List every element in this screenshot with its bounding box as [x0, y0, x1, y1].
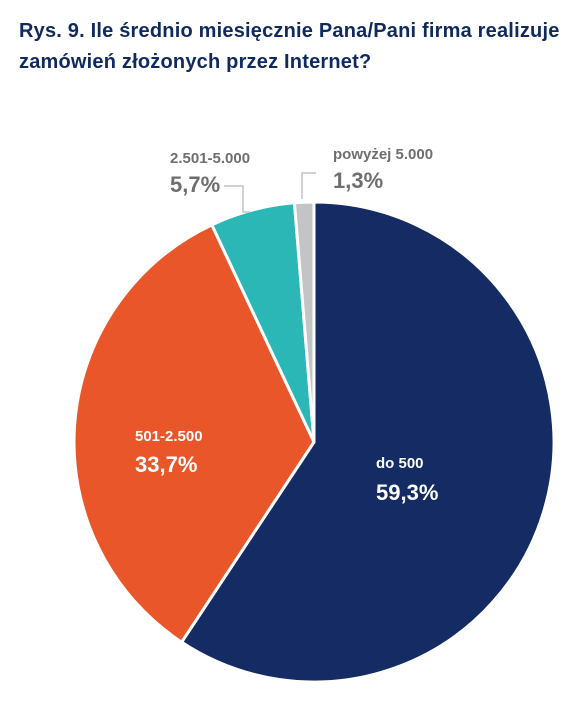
leader-line-3 [224, 185, 250, 213]
slice-category-label: powyżej 5.000 [333, 146, 433, 163]
pie-slices [72, 200, 556, 684]
slice-value-label: 5,7% [170, 172, 220, 197]
pie-slice-2 [72, 223, 316, 644]
pie-slice-4 [292, 200, 316, 444]
slice-category-label: do 500 [376, 455, 424, 472]
slice-category-label: 2.501-5.000 [170, 150, 250, 167]
leader-line-4 [301, 172, 316, 199]
leader-lines [224, 172, 316, 213]
slice-labels: do 500 59,3% 501-2.500 33,7% 2.501-5.000 5,7%… [135, 146, 438, 505]
chart-title: Rys. 9. Ile średnio miesięcznie Pana/Pan… [19, 20, 560, 73]
slice-value-label: 33,7% [135, 452, 197, 477]
pie-slice-1 [180, 200, 556, 684]
slice-value-label: 1,3% [333, 168, 383, 193]
slice-category-label: 501-2.500 [135, 428, 203, 445]
slice-value-label: 59,3% [376, 480, 438, 505]
